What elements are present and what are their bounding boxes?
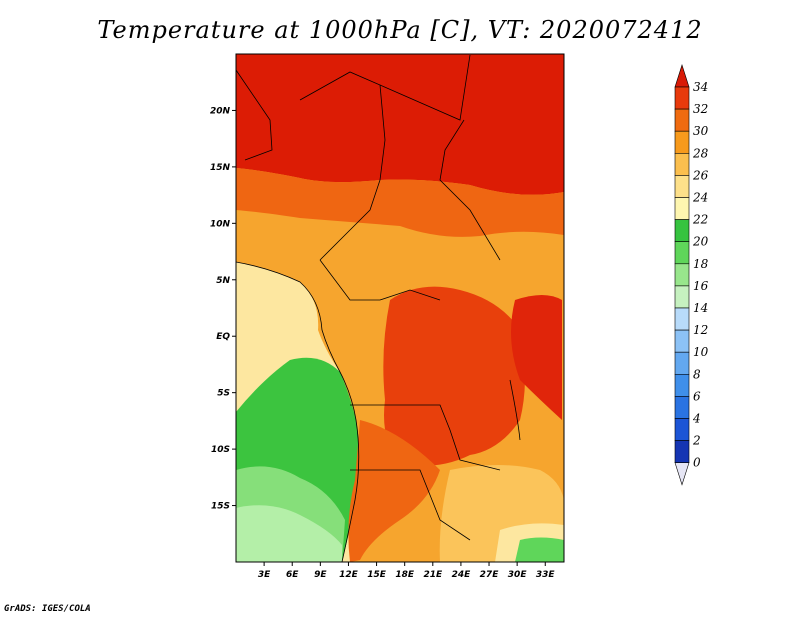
lat-tick-label: 10N xyxy=(210,219,231,229)
colorbar-label: 8 xyxy=(693,367,701,381)
colorbar-box xyxy=(674,241,690,265)
colorbar-label: 12 xyxy=(693,323,708,337)
lat-tick-label: 15N xyxy=(210,163,231,173)
colorbar-box xyxy=(674,86,690,110)
colorbar-box xyxy=(674,175,690,198)
colorbar-label: 14 xyxy=(693,301,708,315)
colorbar-box xyxy=(674,329,690,353)
lon-tick-label: 15E xyxy=(367,570,387,580)
colorbar-box xyxy=(674,440,690,464)
colorbar-top-arrow xyxy=(674,64,690,88)
colorbar-label: 0 xyxy=(693,456,701,470)
lat-tick-label: 5S xyxy=(217,389,230,399)
colorbar-label: 30 xyxy=(693,124,709,138)
colorbar-label: 28 xyxy=(692,146,709,160)
lon-tick-label: 30E xyxy=(508,570,528,580)
lon-tick-label: 33E xyxy=(536,570,556,580)
colorbar-box xyxy=(674,285,690,309)
lon-tick-label: 3E xyxy=(258,570,271,580)
colorbar-label: 16 xyxy=(693,279,709,293)
colorbar-label: 10 xyxy=(693,345,709,359)
lon-tick-label: 12E xyxy=(339,570,359,580)
lon-tick-label: 9E xyxy=(314,570,327,580)
colorbar-box xyxy=(674,108,690,132)
colorbar-box xyxy=(674,307,690,331)
lat-tick-label: 5N xyxy=(216,276,230,286)
colorbar-label: 4 xyxy=(692,412,701,426)
credit-label: GrADS: IGES/COLA xyxy=(4,604,91,614)
longitude-axis: 3E 6E 9E 12E 15E 18E 21E 24E 27E 30E 33E xyxy=(258,562,556,580)
colorbar-box xyxy=(674,263,690,287)
colorbar-box xyxy=(674,219,690,243)
colorbar-box xyxy=(674,130,690,154)
map-title: Temperature at 1000hPa [C], VT: 20200724… xyxy=(97,16,703,44)
lon-tick-label: 21E xyxy=(423,570,443,580)
map-field xyxy=(235,54,564,563)
colorbar-label: 34 xyxy=(693,80,708,94)
lon-tick-label: 6E xyxy=(286,570,299,580)
colorbar-box xyxy=(674,197,690,220)
colorbar-box xyxy=(674,396,690,419)
map-frame xyxy=(235,53,565,563)
lon-tick-label: 27E xyxy=(480,570,500,580)
colorbar-box xyxy=(674,153,690,176)
lat-tick-label: EQ xyxy=(216,332,230,342)
lat-tick-label: 15S xyxy=(211,502,230,512)
colorbar-label: 20 xyxy=(692,235,709,249)
colorbar-label: 18 xyxy=(693,257,709,271)
lat-tick-label: 10S xyxy=(211,445,230,455)
colorbar-label: 6 xyxy=(693,389,701,403)
latitude-axis: 20N 15N 10N 5N EQ 5S 10S 15S xyxy=(210,106,236,512)
colorbar-box xyxy=(674,351,690,375)
colorbar-label: 26 xyxy=(692,168,709,182)
colorbar-label: 24 xyxy=(692,191,708,205)
colorbar-box xyxy=(674,373,690,397)
lat-tick-label: 20N xyxy=(210,106,231,116)
colorbar-box xyxy=(674,418,690,441)
lon-tick-label: 24E xyxy=(452,570,472,580)
colorbar-label: 32 xyxy=(693,102,708,116)
colorbar-bottom-arrow xyxy=(674,462,690,486)
lon-tick-label: 18E xyxy=(395,570,415,580)
colorbar-label: 22 xyxy=(692,213,708,227)
colorbar-label: 2 xyxy=(692,434,701,448)
